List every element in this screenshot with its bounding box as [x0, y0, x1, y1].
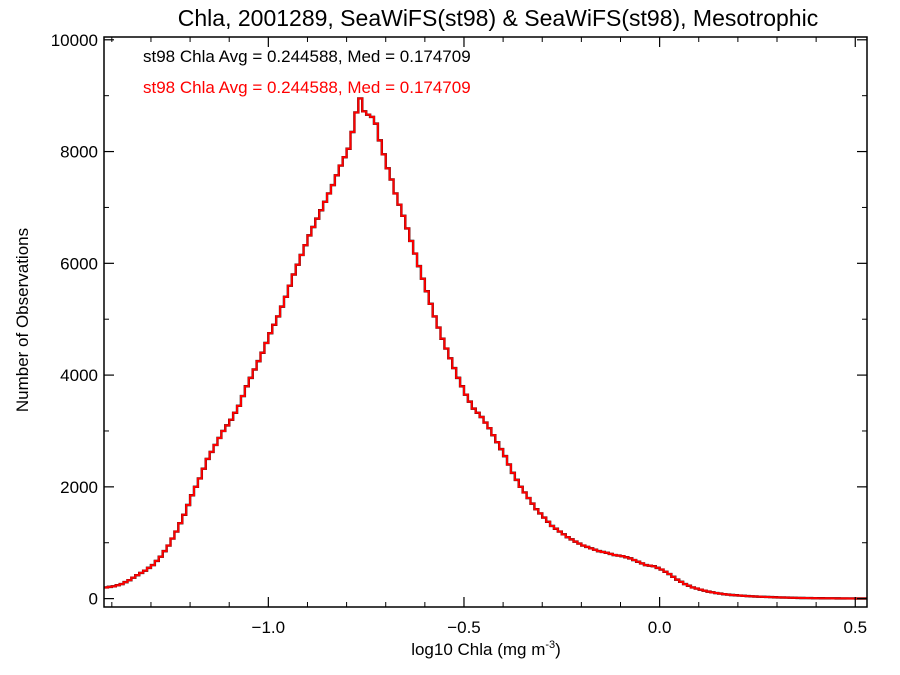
x-tick-label-0: −1.0: [252, 618, 286, 637]
series-group: [104, 97, 867, 600]
y-tick-label-1: 2000: [60, 478, 98, 497]
x-axis-ticks: −1.0 −0.5 0.0 0.5: [111, 37, 867, 637]
x-axis-label: log10 Chla (mg m-3): [411, 639, 561, 659]
x-tick-label-1: −0.5: [447, 618, 481, 637]
x-axis-label-main: log10 Chla (mg m: [411, 640, 545, 659]
y-tick-label-4: 8000: [60, 143, 98, 162]
x-axis-label-end: ): [555, 640, 561, 659]
chart-title: Chla, 2001289, SeaWiFS(st98) & SeaWiFS(s…: [178, 5, 818, 31]
y-tick-label-0: 0: [89, 590, 98, 609]
annotation-black: st98 Chla Avg = 0.244588, Med = 0.174709: [143, 47, 471, 66]
plot-frame: [103, 36, 868, 608]
x-tick-label-2: 0.0: [648, 618, 672, 637]
x-tick-label-3: 0.5: [843, 618, 867, 637]
series-line-2: [104, 97, 867, 600]
annotation-red: st98 Chla Avg = 0.244588, Med = 0.174709: [143, 78, 471, 97]
y-axis-ticks: 0 2000 4000 6000 8000 10000: [51, 31, 867, 609]
y-tick-label-3: 6000: [60, 254, 98, 273]
y-tick-label-2: 4000: [60, 366, 98, 385]
x-axis-label-superscript: -3: [545, 639, 555, 651]
y-axis-label: Number of Observations: [13, 228, 32, 412]
y-tick-label-5: 10000: [51, 31, 98, 50]
